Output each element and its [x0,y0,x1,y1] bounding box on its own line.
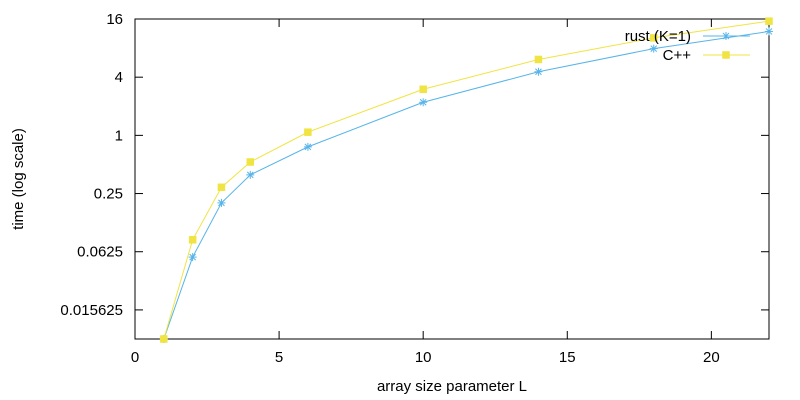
series-layer [159,17,773,343]
data-point [765,27,773,36]
data-point [534,67,543,76]
x-tick-label: 15 [559,349,576,366]
asterisk-stroke [722,32,730,40]
data-point [419,98,428,107]
y-tick-label: 0.015625 [60,302,123,319]
asterisk-stroke [535,68,542,76]
asterisk-stroke [304,143,312,151]
data-point [160,335,168,343]
asterisk-stroke [419,98,427,106]
asterisk-stroke [246,171,254,179]
asterisk-stroke [218,199,225,207]
data-point [304,128,312,136]
y-tick-label: 16 [106,11,123,28]
data-point [217,198,226,207]
asterisk-stroke [189,253,196,261]
series-rust [159,27,773,343]
x-tick-label: 5 [275,349,283,366]
y-axis: 0.015625 0.0625 0.25 1 4 16 [60,11,769,319]
y-tick-label: 0.0625 [77,244,123,261]
y-tick-label: 4 [115,69,123,86]
legend: rust (K=1) C++ [625,28,750,64]
legend-marker [722,32,730,40]
data-point [649,34,658,42]
data-point [419,85,427,94]
x-tick-label: 10 [415,349,432,366]
x-axis-label: array size parameter L [377,378,527,395]
data-point [649,44,658,53]
data-point [534,55,543,64]
data-point [217,183,226,192]
x-tick-label: 0 [131,349,139,366]
data-point [303,142,312,151]
data-point [246,170,255,179]
asterisk-stroke [650,45,658,52]
legend-label: C++ [663,47,692,64]
plot-frame [134,18,770,340]
plot-border [134,18,770,340]
data-point [188,236,197,244]
y-axis-label: time (log scale) [10,128,27,230]
data-point [188,253,197,262]
series-cpp [160,17,773,343]
legend-marker [722,51,730,59]
legend-label: rust (K=1) [625,28,691,45]
y-tick-label: 0.25 [94,186,123,203]
asterisk-stroke [765,28,773,35]
x-tick-label: 20 [703,349,720,366]
data-point [246,158,255,166]
x-axis: 0 5 10 15 20 [131,19,720,366]
data-point [765,17,773,25]
y-tick-label: 1 [115,127,123,144]
